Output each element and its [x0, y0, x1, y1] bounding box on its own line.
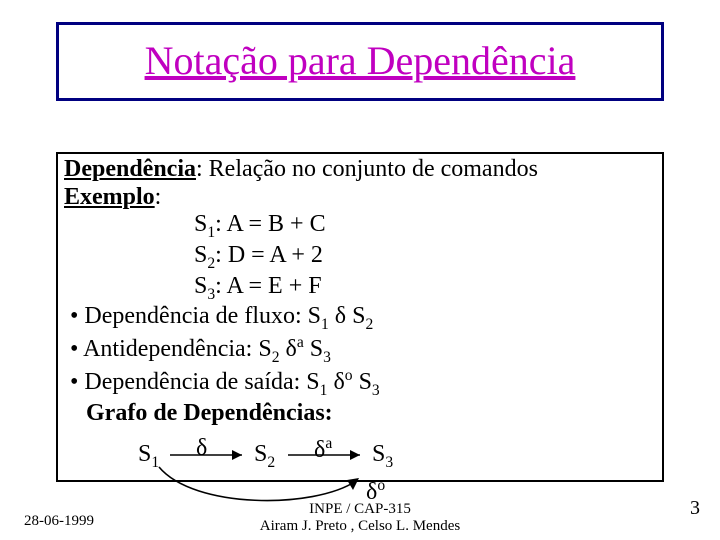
slide: Notação para Dependência Dependência: Re…	[0, 0, 720, 540]
s1-name: S	[194, 211, 207, 237]
b1-i2: 2	[365, 316, 373, 333]
da-d: δ	[314, 437, 325, 463]
slide-title: Notação para Dependência	[145, 38, 576, 83]
footer-page-number: 3	[690, 497, 700, 520]
b2-mid2: S	[304, 336, 323, 362]
b3-i2: 3	[372, 382, 380, 399]
s3i: 3	[385, 454, 393, 471]
footer-line2: Airam J. Preto , Celso L. Mendes	[260, 518, 460, 534]
example-rest: :	[155, 184, 162, 210]
s2-name: S	[194, 242, 207, 268]
bullet-list: Dependência de fluxo: S1 δ S2 Antidepend…	[64, 303, 656, 399]
b2-mid1: δ	[280, 336, 297, 362]
bullet-flow-dep: Dependência de fluxo: S1 δ S2	[64, 303, 656, 334]
s1i: 1	[151, 454, 159, 471]
footer-line1: INPE / CAP-315	[309, 501, 411, 517]
s2-expr: : D = A + 2	[215, 242, 323, 268]
graph-heading: Grafo de Dependências:	[64, 400, 656, 428]
b2-sup: a	[297, 334, 304, 351]
s3-idx: 3	[207, 285, 215, 302]
b3-pre: Dependência de saída: S	[84, 369, 319, 395]
bullet-anti-dep: Antidependência: S2 δa S3	[64, 334, 656, 367]
example-label: Exemplo	[64, 184, 155, 210]
b1-pre: Dependência de fluxo: S	[84, 303, 321, 329]
b1-i1: 1	[321, 316, 329, 333]
b3-mid1: δ	[327, 369, 344, 395]
s2i: 2	[267, 454, 275, 471]
b2-pre: Antidependência: S	[83, 336, 272, 362]
b1-mid: δ S	[329, 303, 366, 329]
bullet-output-dep: Dependência de saída: S1 δo S3	[64, 367, 656, 400]
edge-label-delta: δ	[196, 435, 207, 463]
s1-idx: 1	[207, 224, 215, 241]
b3-mid2: S	[353, 369, 372, 395]
b3-sup: o	[345, 367, 353, 384]
dependency-graph: S1 S2 S3 δ δa δo	[64, 437, 656, 507]
title-box: Notação para Dependência	[56, 22, 664, 101]
stmt-s1: S1: A = B + C	[194, 211, 656, 242]
node-s1: S1	[138, 441, 159, 472]
s2-idx: 2	[207, 255, 215, 272]
s3-name: S	[194, 273, 207, 299]
stmt-s2: S2: D = A + 2	[194, 242, 656, 273]
node-s2: S2	[254, 441, 275, 472]
footer-center: INPE / CAP-315 Airam J. Preto , Celso L.…	[0, 501, 720, 534]
node-s3: S3	[372, 441, 393, 472]
statements: S1: A = B + C S2: D = A + 2 S3: A = E + …	[194, 211, 656, 303]
s3n: S	[372, 441, 385, 467]
b2-i1: 2	[272, 349, 280, 366]
s1n: S	[138, 441, 151, 467]
stmt-s3: S3: A = E + F	[194, 273, 656, 304]
definition-line: Dependência: Relação no conjunto de coma…	[64, 156, 656, 184]
b2-i2: 3	[323, 349, 331, 366]
da-s: a	[325, 435, 332, 452]
definition-label: Dependência	[64, 156, 196, 182]
example-line: Exemplo:	[64, 184, 656, 212]
do-s: o	[377, 477, 385, 494]
edge-label-delta-a: δa	[314, 435, 332, 465]
s2n: S	[254, 441, 267, 467]
s3-expr: : A = E + F	[215, 273, 321, 299]
content-box: Dependência: Relação no conjunto de coma…	[56, 152, 664, 482]
s1-expr: : A = B + C	[215, 211, 325, 237]
definition-rest: : Relação no conjunto de comandos	[196, 156, 538, 182]
